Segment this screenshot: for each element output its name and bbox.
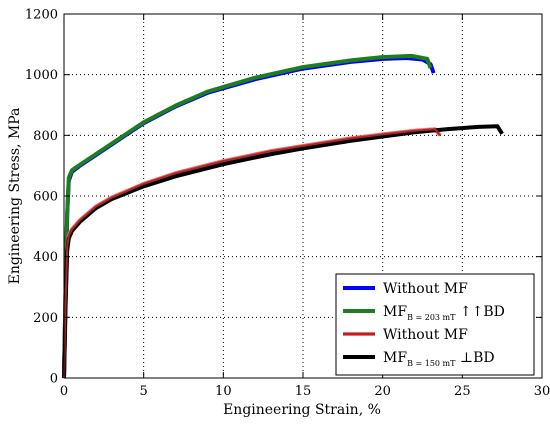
series-line-1 [62,53,433,379]
x-tick-label: 20 [374,384,391,399]
y-tick-label: 400 [33,250,58,265]
ticks-layer: 0 5 10 15 20 25 30 0 200 400 600 800 1000 1200 [25,8,550,400]
series-overlay-line-0 [63,128,441,379]
legend-label-1: MFB = 203 mT ↑↑BD [383,304,505,322]
y-axis-label: Engineering Stress, MPa [7,108,23,285]
x-tick-label: 15 [295,384,312,399]
x-tick-label: 30 [534,384,550,399]
x-tick-label: 5 [140,384,148,399]
legend-label-0: Without MF [383,281,468,297]
y-tick-label: 800 [33,129,58,144]
x-axis-label: Engineering Strain, % [223,402,381,418]
x-tick-label: 25 [454,384,471,399]
x-tick-label: 0 [60,384,68,399]
legend-label-3: MFB = 150 mT ⊥BD [383,350,495,368]
legend: Without MF MFB = 203 mT ↑↑BD Without MF MFB… [335,273,535,376]
grid-layer [64,14,542,378]
y-tick-label: 200 [33,311,58,326]
legend-label-2: Without MF [383,327,468,343]
x-tick-label: 10 [215,384,232,399]
series-layer [62,53,504,379]
y-tick-label: 0 [50,372,58,387]
y-tick-label: 1200 [25,8,58,23]
y-tick-label: 600 [33,190,58,205]
y-tick-label: 1000 [25,68,58,83]
